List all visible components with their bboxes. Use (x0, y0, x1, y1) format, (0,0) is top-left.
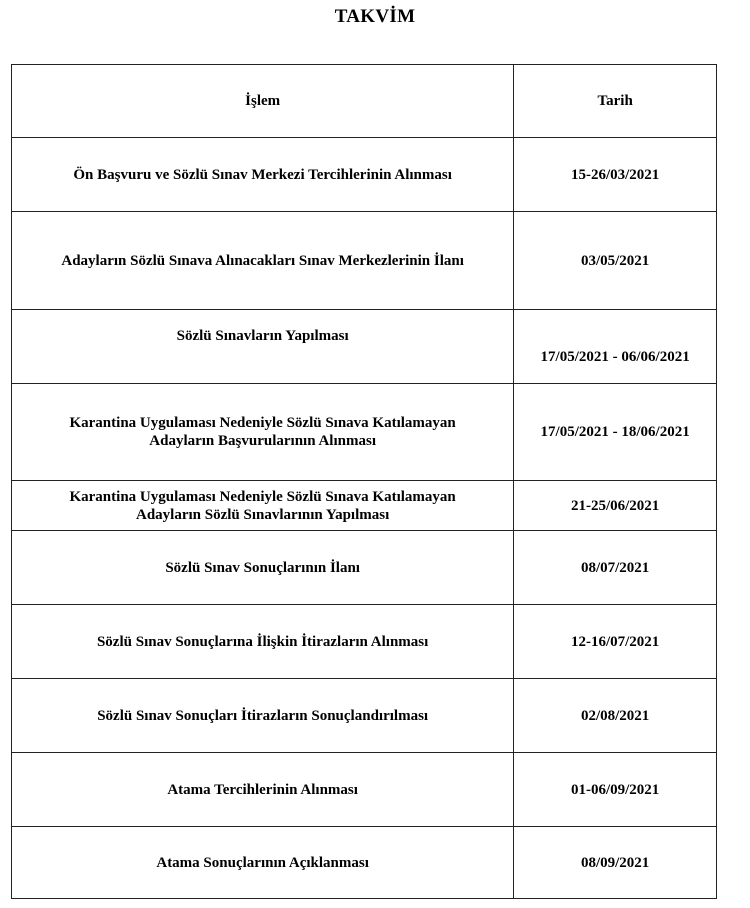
islem-cell: Atama Tercihlerinin Alınması (10, 752, 515, 827)
table-row: Adayların Sözlü Sınava Alınacakları Sına… (10, 211, 717, 310)
tarih-cell: 17/05/2021 - 18/06/2021 (513, 383, 717, 481)
table-row: Sözlü Sınav Sonuçları İtirazların Sonuçl… (10, 678, 717, 753)
islem-cell: Sözlü Sınav Sonuçları İtirazların Sonuçl… (10, 678, 515, 753)
tarih-cell: 21-25/06/2021 (513, 480, 717, 531)
islem-cell: Ön Başvuru ve Sözlü Sınav Merkezi Tercih… (10, 137, 515, 212)
table-row: Sözlü Sınavların Yapılması 17/05/2021 - … (10, 309, 717, 384)
table-row: Ön Başvuru ve Sözlü Sınav Merkezi Tercih… (10, 137, 717, 212)
table-row: Karantina Uygulaması Nedeniyle Sözlü Sın… (10, 383, 717, 481)
tarih-cell: 01-06/09/2021 (513, 752, 717, 827)
calendar-table: İşlem Tarih Ön Başvuru ve Sözlü Sınav Me… (10, 64, 717, 899)
page-title: TAKVİM (334, 6, 416, 27)
table-row: Atama Tercihlerinin Alınması 01-06/09/20… (10, 752, 717, 827)
table-row: Atama Sonuçlarının Açıklanması 08/09/202… (10, 826, 717, 899)
table-row: Sözlü Sınav Sonuçlarının İlanı 08/07/202… (10, 530, 717, 605)
tarih-cell: 12-16/07/2021 (513, 604, 717, 679)
islem-cell: Adayların Sözlü Sınava Alınacakları Sına… (10, 211, 515, 310)
tarih-cell: 02/08/2021 (513, 678, 717, 753)
tarih-cell: 17/05/2021 - 06/06/2021 (513, 309, 717, 384)
table-row: Karantina Uygulaması Nedeniyle Sözlü Sın… (10, 480, 717, 531)
tarih-cell: 15-26/03/2021 (513, 137, 717, 212)
tarih-cell: 03/05/2021 (513, 211, 717, 310)
tarih-cell: 08/09/2021 (513, 826, 717, 899)
islem-cell: Sözlü Sınav Sonuçlarının İlanı (10, 530, 515, 605)
table-header-row: İşlem Tarih (10, 64, 717, 138)
table-row: Sözlü Sınav Sonuçlarına İlişkin İtirazla… (10, 604, 717, 679)
header-tarih: Tarih (513, 64, 717, 138)
tarih-cell: 08/07/2021 (513, 530, 717, 605)
islem-cell: Atama Sonuçlarının Açıklanması (10, 826, 515, 899)
islem-cell: Karantina Uygulaması Nedeniyle Sözlü Sın… (10, 383, 515, 481)
islem-cell: Sözlü Sınavların Yapılması (10, 309, 515, 384)
header-islem: İşlem (10, 64, 515, 138)
islem-cell: Karantina Uygulaması Nedeniyle Sözlü Sın… (10, 480, 515, 531)
islem-cell: Sözlü Sınav Sonuçlarına İlişkin İtirazla… (10, 604, 515, 679)
